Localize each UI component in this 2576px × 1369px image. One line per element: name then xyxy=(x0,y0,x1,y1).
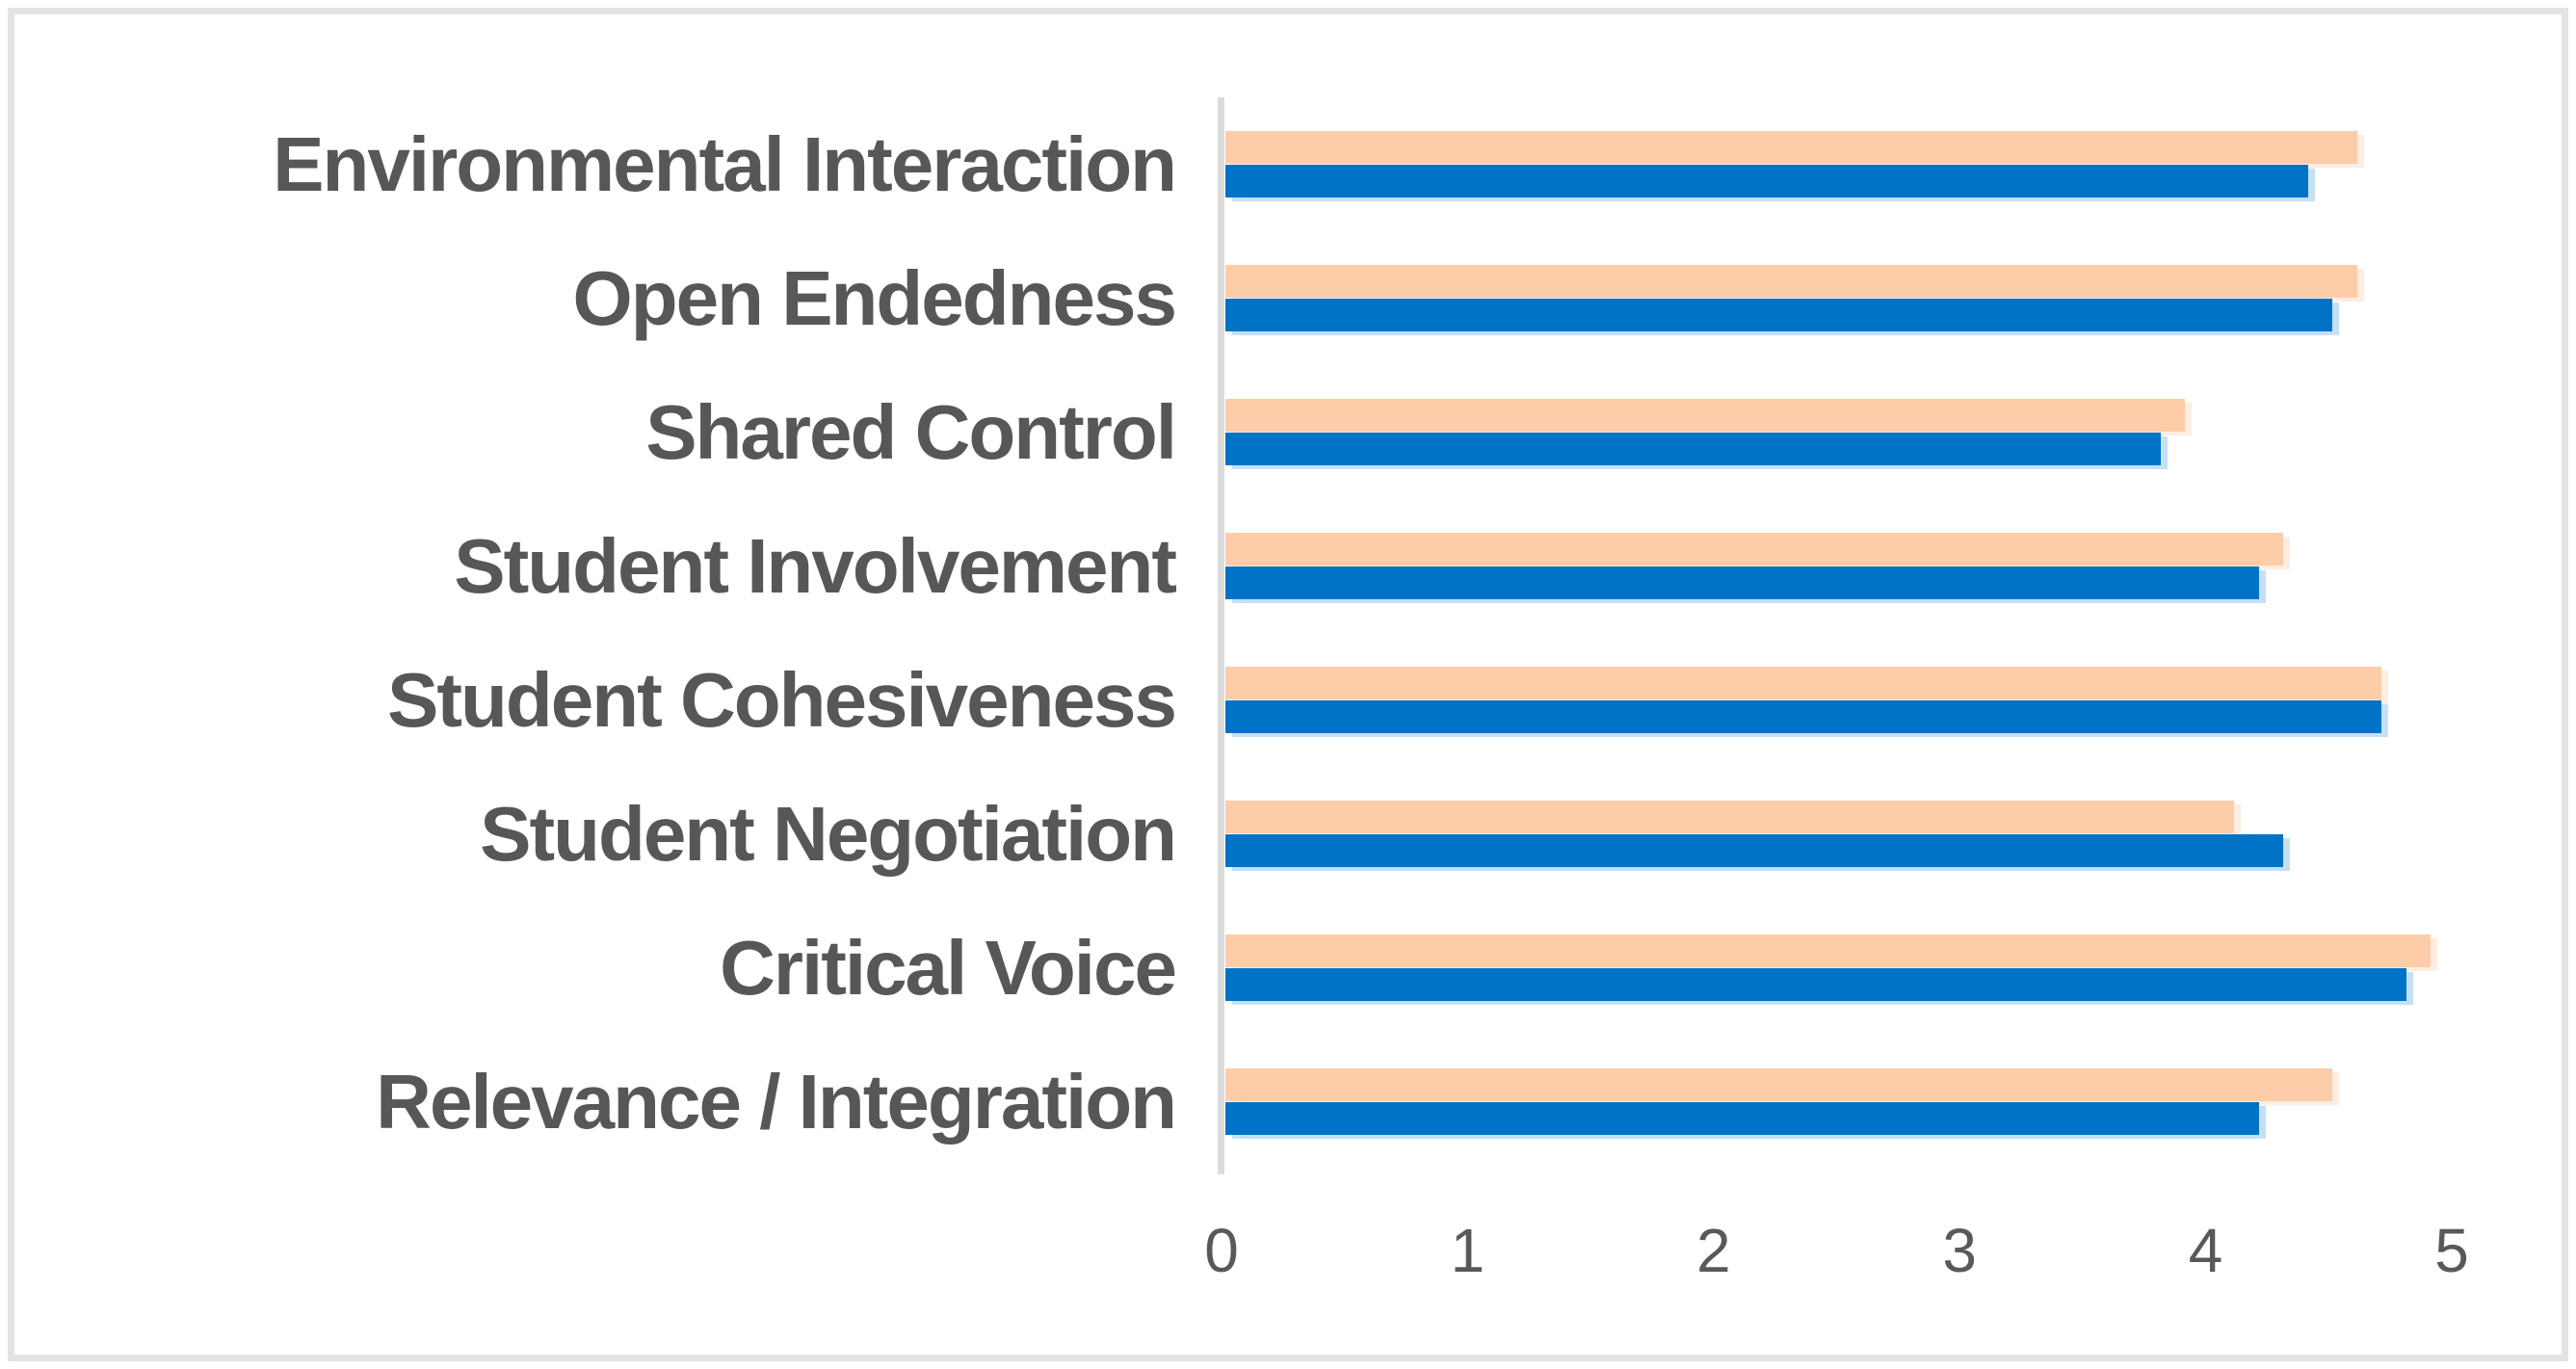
orange-series-bar xyxy=(1225,130,2357,164)
bar-group xyxy=(1225,666,2456,734)
blue-series-bar xyxy=(1225,566,2259,599)
blue-series-bar xyxy=(1225,432,2161,465)
category-label: Relevance / Integration xyxy=(376,1058,1177,1145)
blue-series-bar xyxy=(1225,164,2308,197)
category-label: Open Endedness xyxy=(572,254,1177,341)
blue-series-bar xyxy=(1225,833,2284,867)
orange-series-bar xyxy=(1225,666,2382,699)
x-tick-label: 5 xyxy=(2434,1216,2469,1285)
x-axis-tick-labels: 0 1 2 3 4 5 xyxy=(1204,1207,2469,1294)
bar-group xyxy=(1225,532,2456,600)
category-row: Environmental Interaction xyxy=(14,97,2562,231)
orange-series-bar xyxy=(1225,532,2284,566)
value-axis-line xyxy=(1218,97,1224,1174)
category-label: Student Cohesiveness xyxy=(386,656,1177,743)
bar-group xyxy=(1225,1067,2456,1136)
chart-frame: Environmental Interaction Open Endedness S… xyxy=(8,8,2568,1361)
category-label: Student Involvement xyxy=(454,522,1177,609)
category-label: Student Negotiation xyxy=(480,790,1177,877)
bar-chart: Environmental Interaction Open Endedness S… xyxy=(14,14,2562,1355)
category-label: Environmental Interaction xyxy=(273,120,1177,207)
bar-group xyxy=(1225,264,2456,332)
x-tick-label: 2 xyxy=(1696,1216,1731,1285)
category-row: Student Cohesiveness xyxy=(14,633,2562,767)
blue-series-bar xyxy=(1225,967,2406,1001)
category-row: Relevance / Integration xyxy=(14,1035,2562,1169)
orange-series-bar xyxy=(1225,934,2431,967)
bar-group xyxy=(1225,398,2456,466)
blue-series-bar xyxy=(1225,1101,2259,1135)
orange-series-bar xyxy=(1225,800,2235,833)
category-row: Critical Voice xyxy=(14,901,2562,1035)
bar-group xyxy=(1225,934,2456,1002)
x-tick-label: 4 xyxy=(2188,1216,2223,1285)
category-label: Shared Control xyxy=(645,388,1177,475)
x-tick-label: 1 xyxy=(1450,1216,1485,1285)
orange-series-bar xyxy=(1225,398,2186,432)
category-rows: Environmental Interaction Open Endedness S… xyxy=(14,97,2562,1169)
orange-series-bar xyxy=(1225,1067,2333,1101)
category-row: Open Endedness xyxy=(14,231,2562,365)
category-row: Student Involvement xyxy=(14,499,2562,633)
category-row: Shared Control xyxy=(14,365,2562,499)
x-tick-label: 3 xyxy=(1942,1216,1977,1285)
orange-series-bar xyxy=(1225,264,2357,298)
bar-group xyxy=(1225,800,2456,868)
category-label: Critical Voice xyxy=(720,924,1177,1011)
bar-group xyxy=(1225,130,2456,198)
category-row: Student Negotiation xyxy=(14,767,2562,901)
blue-series-bar xyxy=(1225,298,2333,331)
blue-series-bar xyxy=(1225,699,2382,733)
x-tick-label: 0 xyxy=(1204,1216,1239,1285)
